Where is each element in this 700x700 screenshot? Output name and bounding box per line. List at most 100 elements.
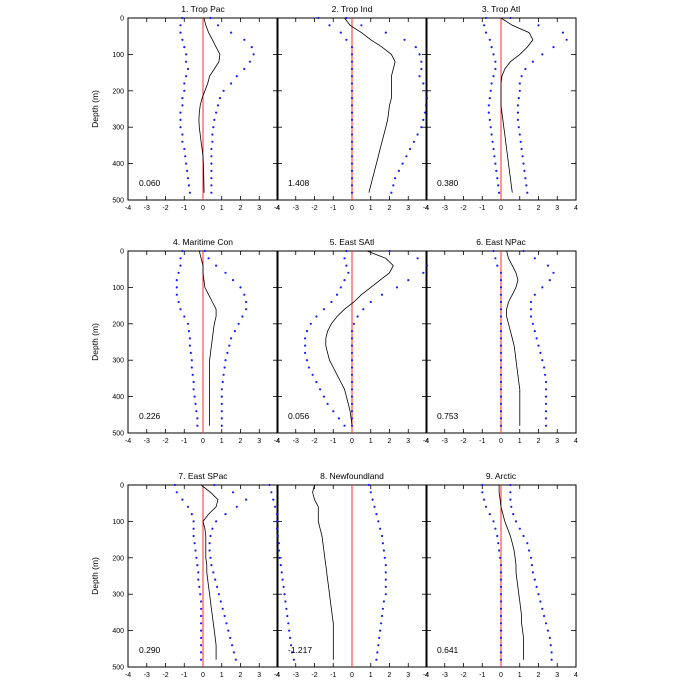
upper-bound-point xyxy=(537,24,540,27)
panel-title: 8. Newfoundland xyxy=(320,471,384,481)
x-tick-label: 0 xyxy=(350,438,354,445)
x-tick-label: -2 xyxy=(460,205,466,212)
upper-bound-point xyxy=(356,315,359,318)
upper-bound-point xyxy=(210,155,213,158)
panel-6: 6. East NPac -4 -3 -2 -1 0 1 2 3 4 0.753 xyxy=(423,237,578,445)
lower-bound-point xyxy=(498,191,501,194)
x-tick-label: -4 xyxy=(274,672,280,679)
lower-bound-point xyxy=(319,388,322,391)
lower-bound-point xyxy=(305,330,309,333)
lower-bound-point xyxy=(499,593,503,596)
lower-bound-point xyxy=(494,257,497,260)
mean-profile-line xyxy=(344,17,396,193)
lower-bound-point xyxy=(282,585,285,589)
lower-bound-point xyxy=(350,133,354,136)
upper-bound-point xyxy=(544,395,548,398)
lower-bound-point xyxy=(200,636,203,640)
lower-bound-point xyxy=(483,498,486,501)
upper-bound-point xyxy=(380,614,384,618)
upper-bound-point xyxy=(529,315,533,318)
panel-value-label: 0.060 xyxy=(139,178,161,188)
lower-bound-point xyxy=(186,505,190,508)
panel-1: 1. Trop Pac -4 -3 -2 -1 0 1 2 3 4 0 100 200 300 400 500… xyxy=(90,4,280,212)
lower-bound-point xyxy=(497,542,500,545)
upper-bound-point xyxy=(203,249,206,253)
lower-bound-point xyxy=(495,169,498,172)
upper-bound-point xyxy=(235,505,238,508)
y-tick-label: 300 xyxy=(112,125,124,132)
upper-bound-point xyxy=(518,82,521,85)
lower-bound-point xyxy=(197,571,200,574)
lower-bound-point xyxy=(350,118,354,121)
x-tick-label: 2 xyxy=(537,672,541,679)
upper-bound-point xyxy=(350,373,354,376)
upper-bound-point xyxy=(535,337,538,340)
upper-bound-point xyxy=(383,556,386,559)
upper-bound-point xyxy=(541,607,544,610)
x-tick-label: 1 xyxy=(518,438,522,445)
upper-bound-point xyxy=(405,155,408,158)
lower-bound-point xyxy=(185,75,188,78)
panel-title: 6. East NPac xyxy=(476,237,526,247)
lower-bound-point xyxy=(490,133,493,136)
upper-bound-point xyxy=(382,549,385,552)
lower-bound-point xyxy=(268,483,271,487)
lower-bound-point xyxy=(200,644,203,647)
lower-bound-point xyxy=(328,24,331,27)
upper-bound-point xyxy=(377,644,380,647)
lower-bound-point xyxy=(484,505,488,508)
x-tick-label: 4 xyxy=(574,205,578,212)
panel-4: 4. Maritime Con -4 -3 -2 -1 0 1 2 3 4 0 100 200 300 40… xyxy=(90,237,280,445)
upper-bound-point xyxy=(544,622,548,625)
x-tick-label: -2 xyxy=(162,438,168,445)
x-tick-label: -1 xyxy=(181,205,187,212)
lower-bound-point xyxy=(499,344,503,347)
y-axis-label: Depth (m) xyxy=(90,323,100,361)
upper-bound-point xyxy=(524,67,527,71)
upper-bound-point xyxy=(243,67,246,71)
upper-bound-point xyxy=(420,126,423,129)
lower-bound-point xyxy=(490,46,493,49)
panel-value-label: 0.290 xyxy=(139,645,161,655)
x-tick-label: 4 xyxy=(425,205,429,212)
upper-bound-point xyxy=(388,249,391,253)
x-tick-label: 3 xyxy=(555,205,559,212)
lower-bound-point xyxy=(190,513,193,516)
upper-bound-point xyxy=(220,395,223,398)
mean-profile-line xyxy=(500,17,534,193)
panel-title: 5. East SAtl xyxy=(330,237,375,247)
upper-bound-point xyxy=(245,498,248,501)
lower-bound-point xyxy=(499,417,503,420)
upper-bound-point xyxy=(230,82,233,85)
x-tick-label: 3 xyxy=(555,672,559,679)
x-tick-label: -4 xyxy=(125,438,131,445)
lower-bound-point xyxy=(332,410,335,413)
lower-bound-point xyxy=(337,417,340,420)
upper-bound-point xyxy=(541,53,544,56)
lower-bound-point xyxy=(481,483,484,487)
upper-bound-point xyxy=(384,593,387,596)
lower-bound-point xyxy=(287,622,290,625)
mean-profile-line xyxy=(198,17,221,193)
panel-title: 1. Trop Pac xyxy=(181,4,225,14)
upper-bound-point xyxy=(362,308,365,311)
upper-bound-point xyxy=(561,31,565,34)
lower-bound-point xyxy=(193,395,196,398)
lower-bound-point xyxy=(192,380,195,384)
x-tick-label: -3 xyxy=(144,438,150,445)
upper-bound-point xyxy=(381,607,384,610)
upper-bound-point xyxy=(221,607,224,610)
upper-bound-point xyxy=(381,542,384,545)
lower-bound-point xyxy=(494,527,497,530)
upper-bound-point xyxy=(420,60,423,63)
lower-bound-point xyxy=(315,380,318,384)
lower-bound-point xyxy=(326,402,329,405)
lower-bound-point xyxy=(277,542,280,545)
lower-bound-point xyxy=(499,410,503,413)
lower-bound-point xyxy=(199,593,202,596)
upper-bound-point xyxy=(379,629,382,632)
lower-bound-point xyxy=(196,424,199,427)
upper-bound-point xyxy=(211,140,214,143)
y-tick-label: 500 xyxy=(112,431,124,438)
